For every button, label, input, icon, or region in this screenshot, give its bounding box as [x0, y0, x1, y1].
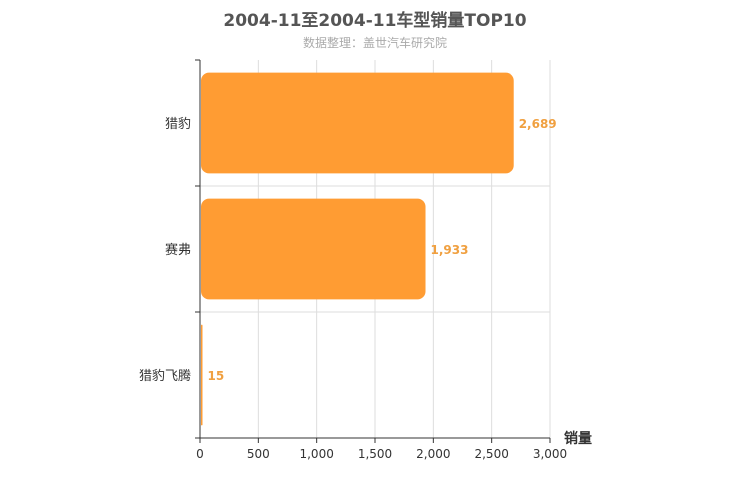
chart-subtitle: 数据整理：盖世汽车研究院	[302, 36, 447, 50]
bar	[201, 324, 203, 426]
x-tick-label: 2,000	[416, 447, 450, 461]
category-label: 猎豹飞腾	[139, 368, 191, 384]
x-tick-label: 1,000	[299, 447, 333, 461]
axes	[195, 59, 551, 443]
chart-title: 2004-11至2004-11车型销量TOP10	[223, 11, 527, 31]
x-tick-label: 0	[196, 447, 204, 461]
labels: 0 500 1,000 1,500 2,000 2,500 3,000 猎豹 2,689 赛弗 1,…	[139, 117, 567, 461]
x-axis-title: 销量	[564, 430, 592, 447]
bars	[201, 72, 514, 426]
category-label: 赛弗	[165, 242, 191, 258]
x-tick-label: 2,500	[474, 447, 508, 461]
x-tick-label: 500	[247, 447, 270, 461]
x-tick-label: 3,000	[533, 447, 567, 461]
category-label: 猎豹	[165, 117, 191, 132]
bar	[201, 72, 514, 174]
x-tick-label: 1,500	[358, 447, 392, 461]
data-label: 15	[208, 369, 225, 383]
bar	[201, 198, 426, 300]
data-label: 1,933	[431, 243, 469, 257]
data-label: 2,689	[519, 117, 557, 131]
